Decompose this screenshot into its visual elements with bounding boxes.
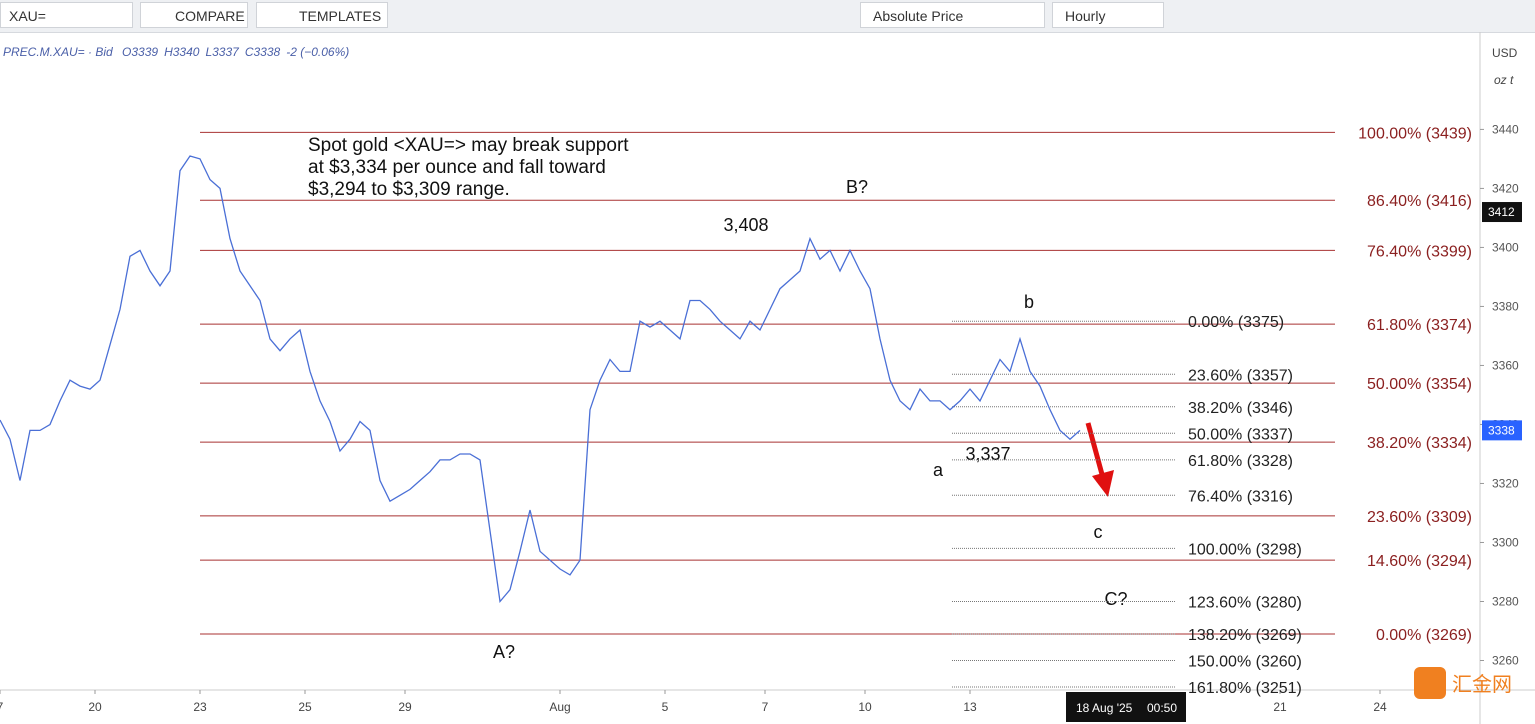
y-tick-label: 3360	[1492, 358, 1519, 372]
wave-label: c	[1094, 522, 1103, 542]
y-tick-label: 3420	[1492, 181, 1519, 195]
crosshair-date: 18 Aug '25	[1076, 701, 1133, 715]
wave-label: 3,408	[723, 215, 768, 235]
fib-extension-label: 100.00% (3298)	[1188, 541, 1302, 558]
crosshair-price	[1482, 202, 1522, 223]
y-tick-label: 3300	[1492, 535, 1519, 549]
symbol-input[interactable]: XAU=	[0, 2, 133, 28]
wave-label: b	[1024, 292, 1034, 312]
y-tick-label: 3260	[1492, 653, 1519, 667]
toolbar: XAU= COMPARE TEMPLATES Absolute Price Ho…	[0, 0, 1535, 33]
y-tick-label: 3440	[1492, 122, 1519, 136]
crosshair-date-box	[1066, 692, 1186, 722]
x-tick-label: 10	[858, 700, 872, 714]
fib-label: 38.20% (3334)	[1367, 435, 1472, 452]
fib-extension-label: 23.60% (3357)	[1188, 367, 1293, 384]
fib-extension-label: 38.20% (3346)	[1188, 400, 1293, 417]
y-tick-label: 3320	[1492, 476, 1519, 490]
wave-label: a	[933, 460, 944, 480]
wave-label: C?	[1104, 589, 1127, 609]
x-tick-label: 21	[1273, 700, 1287, 714]
fib-label: 14.60% (3294)	[1367, 553, 1472, 570]
legend-symbol: PREC.M.XAU= · Bid	[3, 45, 113, 59]
x-tick-label: 29	[398, 700, 412, 714]
y-tick-label: 3400	[1492, 240, 1519, 254]
price-line	[0, 155, 1081, 604]
templates-button[interactable]: TEMPLATES	[256, 2, 388, 28]
y-tick-label: 3380	[1492, 299, 1519, 313]
interval: Hourly	[1065, 8, 1106, 24]
templates-label: TEMPLATES	[299, 8, 382, 24]
wave-label: B?	[846, 177, 868, 197]
last-price-label: 3338	[1488, 423, 1515, 437]
legend-open: O3339	[122, 45, 159, 59]
legend-change: -2 (−0.06%)	[286, 45, 350, 59]
down-arrow	[1085, 422, 1114, 497]
crosshair-time: 00:50	[1147, 701, 1177, 715]
watermark-text: 汇金网	[1452, 673, 1512, 696]
fib-extension-label: 138.20% (3269)	[1188, 627, 1302, 644]
wave-labels: 3,408 B? b a 3,337 c C? A?	[493, 177, 1128, 662]
fib-extension-label: 76.40% (3316)	[1188, 488, 1293, 505]
last-price	[1482, 420, 1522, 441]
watermark: 汇金网	[1414, 667, 1512, 699]
x-tick-label: 7	[0, 700, 4, 714]
compare-button[interactable]: COMPARE	[140, 2, 248, 28]
fib-extension-label: 61.80% (3328)	[1188, 453, 1293, 470]
fib-extension-label: 50.00% (3337)	[1188, 426, 1293, 443]
fib-extension-label: 0.00% (3375)	[1188, 314, 1284, 331]
fib-label: 50.00% (3354)	[1367, 376, 1472, 393]
price-mode: Absolute Price	[873, 8, 964, 24]
interval-select[interactable]: Hourly	[1052, 2, 1164, 28]
x-tick-label: 25	[298, 700, 312, 714]
fib-extension-label: 161.80% (3251)	[1188, 680, 1302, 697]
y-tick-label: 3280	[1492, 594, 1519, 608]
fib-label: 76.40% (3399)	[1367, 243, 1472, 260]
fib-extension-label: 123.60% (3280)	[1188, 594, 1302, 611]
fib-label: 86.40% (3416)	[1367, 193, 1472, 210]
note-line: Spot gold <XAU=> may break support	[308, 135, 629, 156]
price-mode-select[interactable]: Absolute Price	[860, 2, 1045, 28]
wave-label: A?	[493, 642, 515, 662]
fib-label: 61.80% (3374)	[1367, 317, 1472, 334]
x-tick-label: 13	[963, 700, 977, 714]
note-line: $3,294 to $3,309 range.	[308, 179, 510, 200]
currency: USD	[1492, 46, 1518, 60]
note: Spot gold <XAU=> may break support at $3…	[308, 135, 629, 200]
x-tick-label: 24	[1373, 700, 1387, 714]
fib-label: 23.60% (3309)	[1367, 509, 1472, 526]
wave-label: 3,337	[965, 444, 1010, 464]
unit: oz t	[1494, 73, 1514, 87]
x-tick-label: Aug	[549, 700, 570, 714]
legend-low: L3337	[205, 45, 239, 59]
fib-label: 100.00% (3439)	[1358, 125, 1472, 142]
note-line: at $3,334 per ounce and fall toward	[308, 157, 606, 178]
compare-label: COMPARE	[175, 8, 245, 24]
symbol: XAU=	[9, 8, 46, 24]
chart: USD oz t Spot gold <XAU=> may break supp…	[0, 32, 1535, 724]
x-tick-label: 7	[762, 700, 769, 714]
x-tick-label: 5	[662, 700, 669, 714]
x-tick-label: 20	[88, 700, 102, 714]
crosshair-price-label: 3412	[1488, 205, 1515, 219]
x-tick-label: 23	[193, 700, 207, 714]
legend-high: H3340	[164, 45, 200, 59]
fib-label: 0.00% (3269)	[1376, 627, 1472, 644]
legend: PREC.M.XAU= · Bid O3339 H3340 L3337 C3338 -2…	[3, 45, 355, 59]
legend-close: C3338	[244, 45, 281, 59]
fib-extension-label: 150.00% (3260)	[1188, 653, 1302, 670]
